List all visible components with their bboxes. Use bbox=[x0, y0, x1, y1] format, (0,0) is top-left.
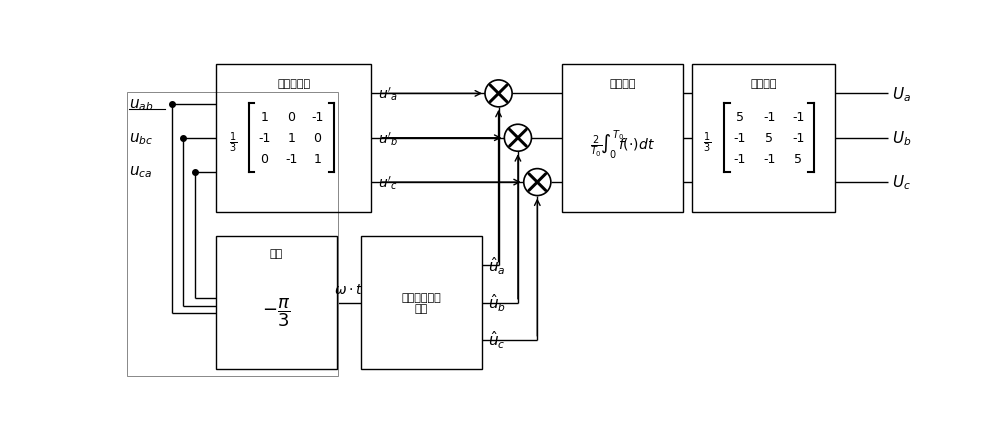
Text: 构造三相参考
电压: 构造三相参考 电压 bbox=[402, 292, 441, 313]
Text: $u'_b$: $u'_b$ bbox=[378, 129, 398, 147]
Text: $\hat{u}_b$: $\hat{u}_b$ bbox=[488, 292, 506, 313]
Text: 线转相算法: 线转相算法 bbox=[277, 79, 311, 89]
Bar bbox=[216, 64, 371, 212]
Text: -1: -1 bbox=[734, 132, 746, 145]
Text: $u'_a$: $u'_a$ bbox=[378, 86, 398, 103]
Circle shape bbox=[504, 125, 531, 152]
Text: $\hat{u}_c$: $\hat{u}_c$ bbox=[488, 329, 505, 350]
Text: -1: -1 bbox=[763, 111, 776, 124]
Bar bbox=[562, 64, 683, 212]
Text: 0: 0 bbox=[260, 153, 268, 166]
Text: $-\dfrac{\pi}{3}$: $-\dfrac{\pi}{3}$ bbox=[262, 296, 291, 329]
Text: $u_{ca}$: $u_{ca}$ bbox=[129, 164, 152, 180]
Bar bbox=[692, 64, 835, 212]
Text: 1: 1 bbox=[313, 153, 321, 166]
Text: $\omega \cdot t$: $\omega \cdot t$ bbox=[334, 283, 364, 297]
Bar bbox=[361, 237, 482, 369]
Text: -1: -1 bbox=[763, 153, 776, 166]
Text: -1: -1 bbox=[792, 132, 804, 145]
Text: 5: 5 bbox=[794, 153, 802, 166]
Text: $u_{ab}$: $u_{ab}$ bbox=[129, 97, 153, 112]
Text: $\frac{2}{T_0}\!\int_0^{T_0}\!\! f(\cdot)dt$: $\frac{2}{T_0}\!\int_0^{T_0}\!\! f(\cdot… bbox=[590, 128, 655, 161]
Text: $u'_c$: $u'_c$ bbox=[378, 174, 398, 191]
Text: 0: 0 bbox=[288, 111, 296, 124]
Text: $\frac{1}{3}$: $\frac{1}{3}$ bbox=[229, 130, 238, 154]
Text: 0: 0 bbox=[313, 132, 321, 145]
Bar bbox=[127, 93, 338, 377]
Text: $U_a$: $U_a$ bbox=[892, 85, 911, 104]
Text: 分离幅値: 分离幅値 bbox=[609, 79, 636, 89]
Text: $\frac{1}{3}$: $\frac{1}{3}$ bbox=[703, 130, 712, 154]
Text: -1: -1 bbox=[285, 153, 298, 166]
Text: 锁相: 锁相 bbox=[270, 248, 283, 258]
Text: $\hat{u}_a$: $\hat{u}_a$ bbox=[488, 255, 505, 276]
Circle shape bbox=[524, 169, 551, 196]
Text: -1: -1 bbox=[792, 111, 804, 124]
Text: 重构幅値: 重构幅値 bbox=[750, 79, 777, 89]
Text: -1: -1 bbox=[258, 132, 271, 145]
Text: 1: 1 bbox=[261, 111, 268, 124]
Bar bbox=[216, 237, 337, 369]
Text: 5: 5 bbox=[765, 132, 773, 145]
Text: 1: 1 bbox=[288, 132, 296, 145]
Text: $U_c$: $U_c$ bbox=[892, 173, 911, 192]
Text: -1: -1 bbox=[734, 153, 746, 166]
Text: 5: 5 bbox=[736, 111, 744, 124]
Text: $U_b$: $U_b$ bbox=[892, 129, 912, 148]
Text: -1: -1 bbox=[311, 111, 323, 124]
Text: $u_{bc}$: $u_{bc}$ bbox=[129, 131, 153, 146]
Circle shape bbox=[485, 81, 512, 108]
